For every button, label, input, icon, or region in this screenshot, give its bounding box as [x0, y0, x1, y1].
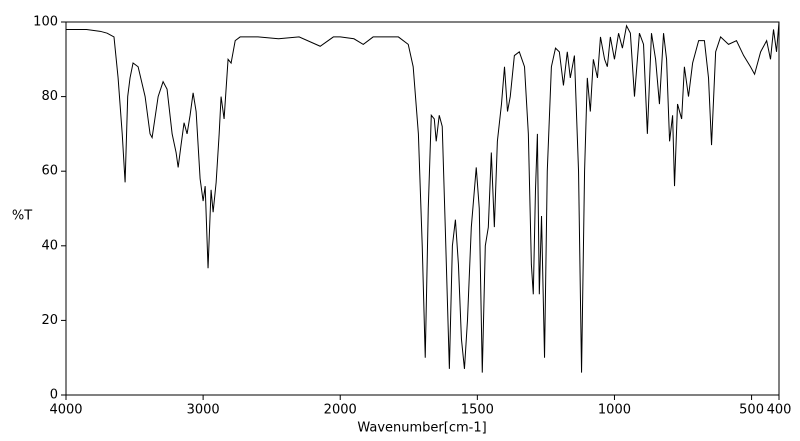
y-tick-label: 0 — [50, 388, 58, 403]
y-tick-label: 20 — [41, 313, 58, 328]
x-axis-label: Wavenumber[cm-1] — [357, 421, 486, 436]
y-tick-label: 60 — [41, 164, 58, 179]
x-tick-label: 3000 — [187, 403, 220, 418]
x-tick-label: 1500 — [461, 403, 494, 418]
y-tick-label: 80 — [41, 89, 58, 104]
y-tick-label: 40 — [41, 238, 58, 253]
spectrum-line — [66, 21, 780, 373]
y-tick-label: 100 — [33, 15, 58, 30]
x-tick-label: 400 — [767, 403, 792, 418]
x-tick-label: 4000 — [49, 403, 82, 418]
x-tick-label: 500 — [739, 403, 764, 418]
plot-frame — [65, 21, 780, 396]
x-tick-label: 1000 — [598, 403, 631, 418]
y-axis-label: %T — [12, 209, 32, 224]
x-tick-label: 2000 — [324, 403, 357, 418]
